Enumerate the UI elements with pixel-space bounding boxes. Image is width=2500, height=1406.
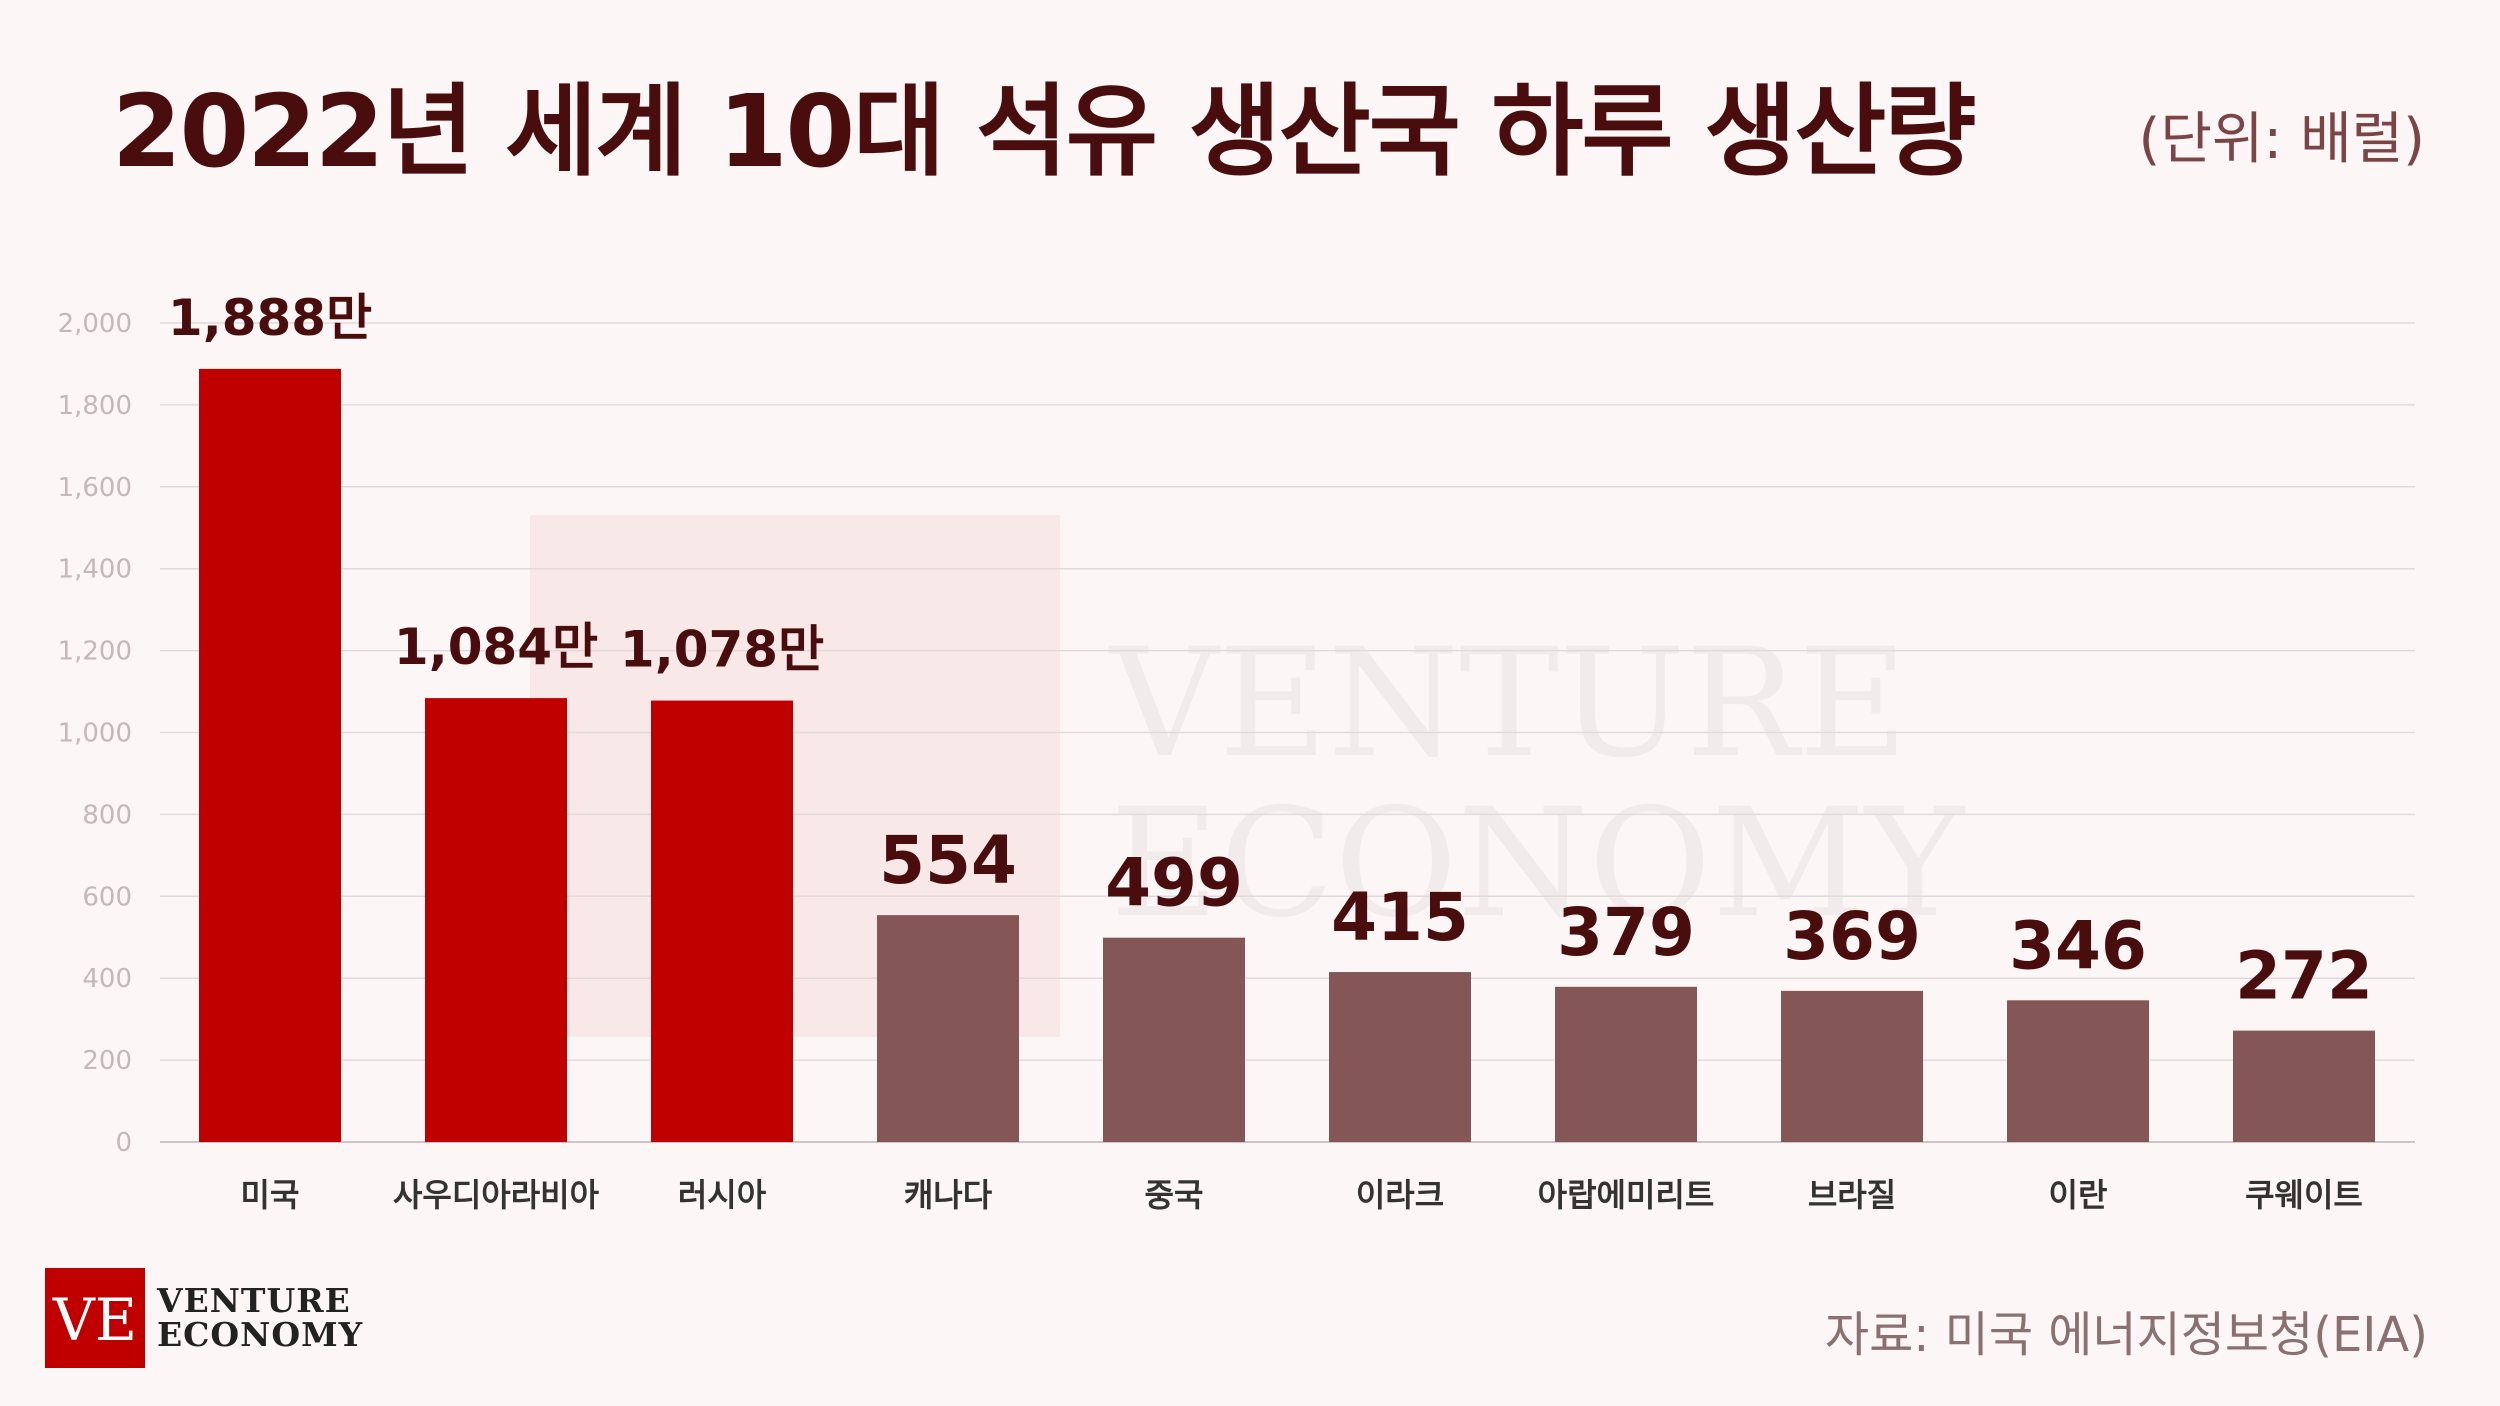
y-tick-label: 600 <box>82 882 132 912</box>
bar <box>1103 937 1245 1142</box>
data-label: 1,888만 <box>168 289 372 347</box>
y-tick-label: 1,400 <box>58 555 132 585</box>
brand-mark: VE <box>52 1286 137 1354</box>
data-label: 272 <box>2235 938 2373 1015</box>
y-tick-label: 0 <box>115 1128 132 1158</box>
y-tick-label: 800 <box>82 800 132 830</box>
data-label: 554 <box>879 822 1017 899</box>
data-label: 499 <box>1105 845 1243 922</box>
y-tick-label: 1,000 <box>58 719 132 749</box>
y-tick-label: 1,800 <box>58 391 132 421</box>
watermark-text: VENTURE <box>1108 617 1908 791</box>
bar <box>1781 990 1923 1142</box>
brand-logo-icon: VE <box>45 1268 145 1368</box>
bar <box>1555 986 1697 1142</box>
y-axis-ticks: 0 200 400 600 800 1,000 1,200 1,400 1,600 1,800 2,… <box>58 309 132 1158</box>
bars <box>199 368 2375 1142</box>
bar <box>2233 1030 2375 1142</box>
category-labels: 미국 사우디아라비아 러시아 캐나다 중국 이라크 아랍에미리트 브라질 이란 쿠웨이트 <box>241 1176 2363 1214</box>
unit-note: (단위: 배럴) <box>2138 107 2425 172</box>
bar <box>651 700 793 1142</box>
bar <box>2007 1000 2149 1142</box>
data-label: 415 <box>1331 879 1469 956</box>
y-tick-label: 400 <box>82 964 132 994</box>
category-label: 브라질 <box>1808 1176 1896 1214</box>
data-label: 1,078만 <box>620 621 824 679</box>
data-labels: 1,888만 1,084만 1,078만 554 499 415 379 369 346 272 <box>168 289 2373 1015</box>
data-label: 346 <box>2009 907 2147 984</box>
brand-line2: ECONOMY <box>157 1315 364 1354</box>
category-label: 캐나다 <box>904 1176 993 1214</box>
category-label: 러시아 <box>678 1176 767 1214</box>
watermark-text: ECONOMY <box>1110 777 1966 951</box>
y-tick-label: 1,200 <box>58 637 132 667</box>
data-label: 1,084만 <box>394 618 598 676</box>
bar <box>199 368 341 1142</box>
bar <box>1329 972 1471 1142</box>
source-note: 자료: 미국 에너지정보청(EIA) <box>1824 1307 2428 1363</box>
data-label: 369 <box>1783 898 1921 975</box>
category-label: 사우디아라비아 <box>393 1176 600 1214</box>
brand-line1: VENTURE <box>157 1281 351 1320</box>
data-label: 379 <box>1557 894 1695 971</box>
brand-name: VENTURE ECONOMY <box>157 1284 363 1352</box>
y-tick-label: 200 <box>82 1046 132 1076</box>
category-label: 이라크 <box>1356 1176 1444 1214</box>
category-label: 중국 <box>1145 1176 1204 1214</box>
bar <box>877 915 1019 1142</box>
category-label: 쿠웨이트 <box>2245 1176 2363 1214</box>
category-label: 이란 <box>2049 1176 2108 1214</box>
y-tick-label: 1,600 <box>58 473 132 503</box>
category-label: 아랍에미리트 <box>1538 1176 1715 1214</box>
bar <box>425 698 567 1142</box>
chart-title: 2022년 세계 10대 석유 생산국 하루 생산량 <box>112 73 1976 190</box>
category-label: 미국 <box>241 1176 300 1214</box>
y-tick-label: 2,000 <box>58 309 132 339</box>
